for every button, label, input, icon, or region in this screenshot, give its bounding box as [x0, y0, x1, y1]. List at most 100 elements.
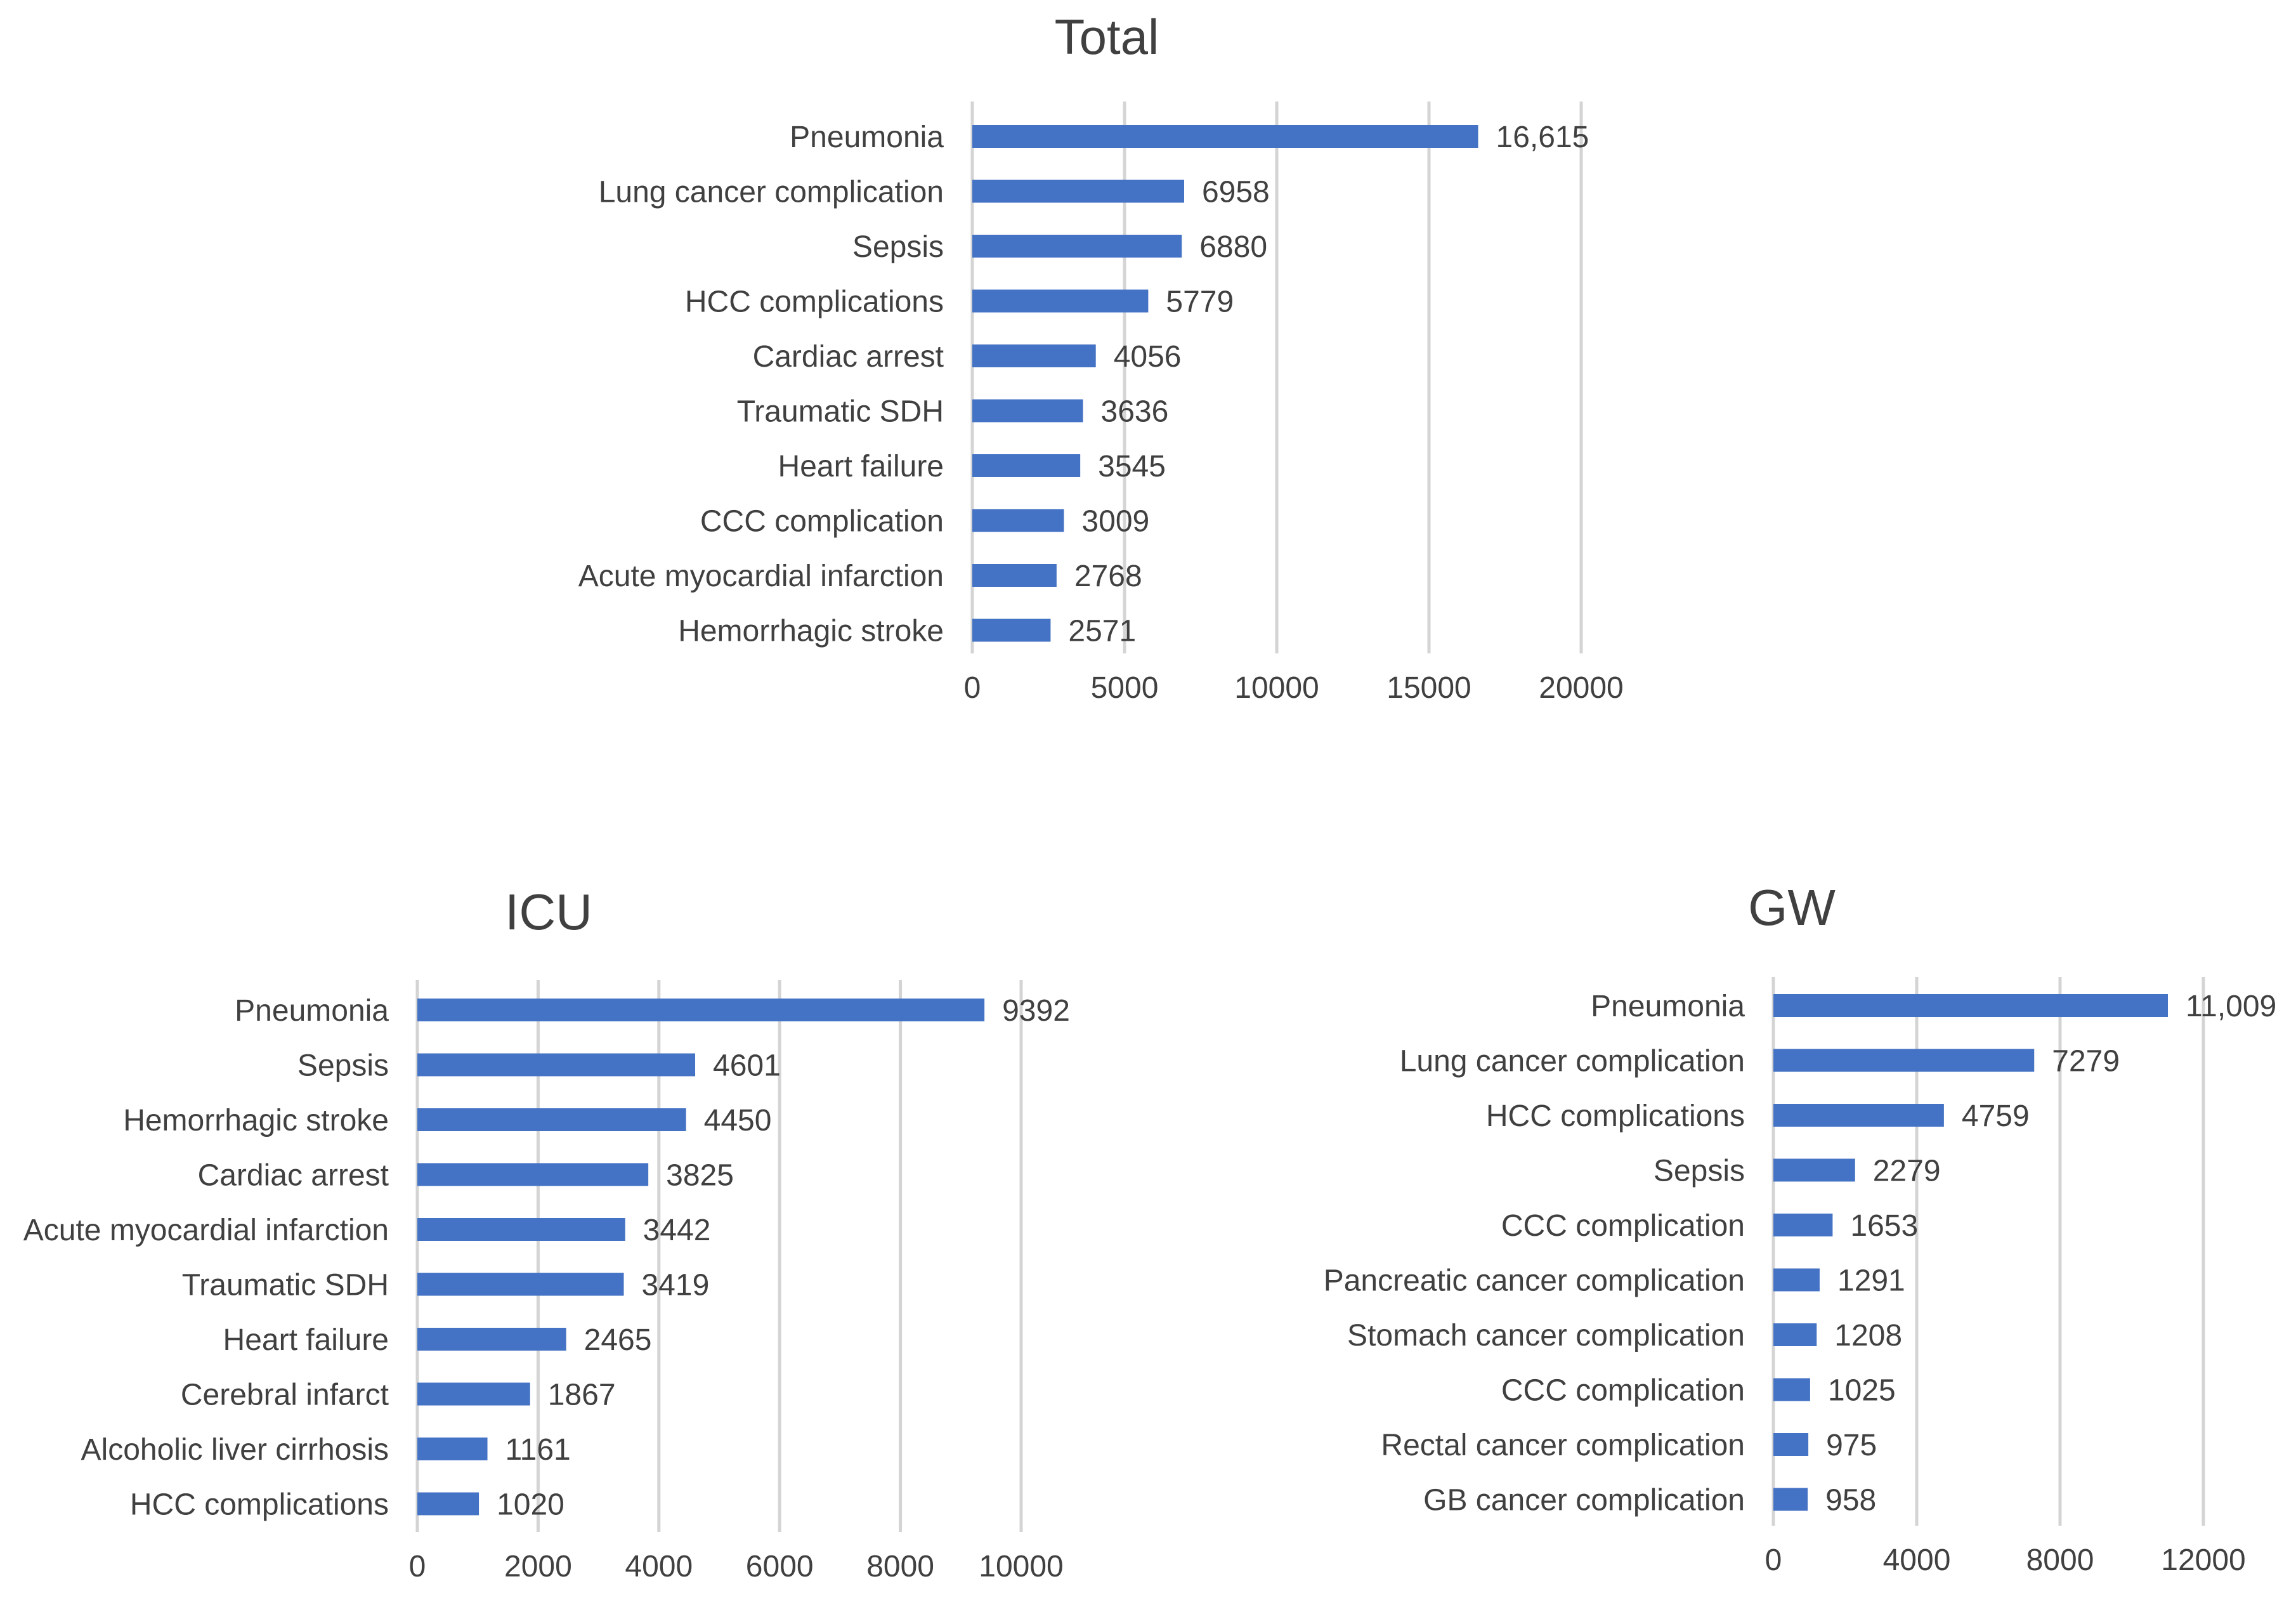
tick-label-total: 0 — [964, 671, 981, 705]
value-label-gw: 958 — [1825, 1483, 1876, 1517]
category-label-total: Hemorrhagic stroke — [678, 614, 944, 648]
bar-gw — [1773, 1433, 1809, 1456]
tick-label-icu: 4000 — [625, 1550, 693, 1583]
tick-label-gw: 0 — [1765, 1543, 1782, 1577]
value-labels-gw: 11,009 7279 4759 2279 1653 1291 1208 1025 975 958 — [1825, 990, 2276, 1517]
tick-label-gw: 4000 — [1883, 1543, 1951, 1577]
value-label-gw: 1291 — [1837, 1264, 1905, 1297]
bar-total — [972, 619, 1051, 642]
category-label-gw: Stomach cancer complication — [1347, 1319, 1745, 1353]
bar-gw — [1773, 1049, 2035, 1072]
category-label-total: Traumatic SDH — [737, 395, 944, 428]
category-label-gw: Rectal cancer complication — [1381, 1429, 1745, 1462]
category-label-gw: Pancreatic cancer complication — [1324, 1264, 1745, 1297]
chart-gw: GW Pneumonia Lung cancer complication HCC … — [1324, 879, 2277, 1577]
bar-icu — [417, 1328, 566, 1351]
value-label-gw: 1653 — [1850, 1209, 1918, 1243]
bar-icu — [417, 1382, 530, 1406]
value-label-gw: 2279 — [1873, 1154, 1941, 1188]
category-label-total: Cardiac arrest — [753, 340, 944, 374]
category-label-gw: HCC complications — [1486, 1099, 1745, 1133]
category-label-icu: Pneumonia — [235, 994, 389, 1028]
bar-total — [972, 125, 1478, 148]
category-labels-icu: Pneumonia Sepsis Hemorrhagic stroke Cardiac… — [23, 994, 389, 1522]
value-label-total: 2571 — [1068, 614, 1136, 648]
tick-label-total: 10000 — [1234, 671, 1319, 705]
category-label-icu: HCC complications — [130, 1488, 389, 1521]
bars-gw — [1773, 994, 2169, 1511]
category-label-total: CCC complication — [700, 504, 944, 538]
value-label-total: 16,615 — [1496, 121, 1589, 154]
bars-icu — [417, 999, 985, 1516]
value-label-icu: 3419 — [641, 1268, 709, 1302]
value-label-total: 3545 — [1098, 450, 1166, 483]
category-label-icu: Alcoholic liver cirrhosis — [81, 1433, 389, 1467]
category-label-total: Heart failure — [778, 450, 944, 483]
tick-label-icu: 0 — [409, 1550, 426, 1583]
category-label-gw: GB cancer complication — [1423, 1483, 1745, 1517]
category-label-gw: Pneumonia — [1591, 990, 1745, 1023]
bar-icu — [417, 1108, 686, 1131]
bar-gw — [1773, 994, 2169, 1017]
tick-label-total: 20000 — [1539, 671, 1623, 705]
tick-labels-total: 0 5000 10000 15000 20000 — [964, 671, 1624, 705]
chart-icu: ICU Pneumonia Sepsis Hemorrhagic stroke Car… — [23, 884, 1070, 1583]
value-label-gw: 11,009 — [2186, 990, 2276, 1023]
bar-gw — [1773, 1378, 1810, 1401]
tick-labels-icu: 0 2000 4000 6000 8000 10000 — [409, 1550, 1064, 1583]
chart-title-icu: ICU — [505, 884, 592, 940]
value-label-icu: 4601 — [713, 1049, 781, 1082]
category-label-icu: Acute myocardial infarction — [23, 1214, 389, 1247]
chart-total: Total Pneumonia Lung cancer complication S… — [578, 9, 1624, 705]
tick-labels-gw: 0 4000 8000 12000 — [1765, 1543, 2246, 1577]
category-labels-gw: Pneumonia Lung cancer complication HCC com… — [1324, 990, 1745, 1517]
category-label-gw: Sepsis — [1654, 1154, 1745, 1188]
value-label-gw: 1025 — [1828, 1373, 1896, 1407]
bar-total — [972, 564, 1057, 587]
category-label-total: Pneumonia — [790, 121, 944, 154]
value-label-total: 5779 — [1166, 285, 1234, 318]
bar-total — [972, 509, 1064, 532]
bar-total — [972, 344, 1096, 367]
category-label-total: Sepsis — [852, 230, 944, 264]
category-label-gw: Lung cancer complication — [1400, 1044, 1745, 1078]
value-label-icu: 1020 — [497, 1488, 564, 1521]
bar-gw — [1773, 1268, 1820, 1292]
value-label-icu: 1161 — [506, 1433, 571, 1467]
bar-icu — [417, 1492, 479, 1516]
tick-label-icu: 2000 — [504, 1550, 572, 1583]
category-label-total: HCC complications — [685, 285, 944, 318]
tick-label-icu: 8000 — [866, 1550, 934, 1583]
value-label-total: 2768 — [1074, 560, 1142, 593]
tick-label-total: 15000 — [1386, 671, 1471, 705]
category-label-gw: CCC complication — [1501, 1209, 1745, 1243]
value-label-icu: 2465 — [584, 1323, 652, 1357]
value-labels-icu: 9392 4601 4450 3825 3442 3419 2465 1867 1161 1020 — [497, 994, 1070, 1522]
value-labels-total: 16,615 6958 6880 5779 4056 3636 3545 3009 2768 25… — [1068, 121, 1589, 648]
value-label-total: 3009 — [1081, 504, 1149, 538]
category-label-total: Lung cancer complication — [599, 175, 944, 209]
category-label-icu: Cerebral infarct — [181, 1378, 389, 1412]
bar-gw — [1773, 1323, 1817, 1346]
value-label-total: 3636 — [1101, 395, 1169, 428]
bar-total — [972, 454, 1081, 477]
bar-icu — [417, 1053, 696, 1077]
category-label-icu: Traumatic SDH — [182, 1268, 389, 1302]
value-label-icu: 9392 — [1002, 994, 1070, 1028]
bar-gw — [1773, 1488, 1808, 1511]
value-label-total: 6880 — [1199, 230, 1267, 264]
chart-title-gw: GW — [1748, 879, 1836, 936]
bar-gw — [1773, 1158, 1855, 1182]
tick-label-icu: 10000 — [979, 1550, 1063, 1583]
value-label-icu: 3442 — [643, 1214, 711, 1247]
bar-icu — [417, 1273, 624, 1296]
category-label-total: Acute myocardial infarction — [578, 560, 944, 593]
category-label-icu: Heart failure — [223, 1323, 389, 1357]
bar-icu — [417, 1163, 649, 1186]
category-label-gw: CCC complication — [1501, 1373, 1745, 1407]
category-labels-total: Pneumonia Lung cancer complication Sepsis H… — [578, 121, 944, 648]
value-label-gw: 975 — [1826, 1429, 1877, 1462]
category-label-icu: Cardiac arrest — [198, 1158, 389, 1192]
bar-icu — [417, 999, 985, 1021]
